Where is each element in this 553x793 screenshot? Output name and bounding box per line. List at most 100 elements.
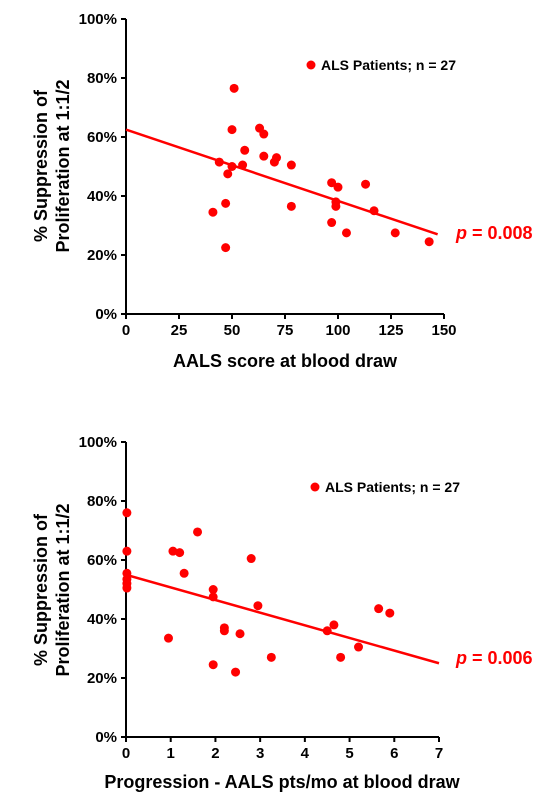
data-point xyxy=(219,626,229,636)
data-point xyxy=(179,568,189,578)
y-axis-label-line1: % Suppression of xyxy=(31,513,51,666)
data-point xyxy=(163,633,173,643)
x-axis-label: Progression - AALS pts/mo at blood draw xyxy=(104,772,460,792)
x-tick-label: 2 xyxy=(211,745,219,762)
trendline xyxy=(125,128,439,236)
y-tick-label: 20% xyxy=(87,247,117,264)
legend-label: ALS Patients; n = 27 xyxy=(321,57,456,73)
legend-marker xyxy=(310,482,320,492)
data-point xyxy=(231,667,241,677)
p-value-text: = 0.006 xyxy=(467,648,533,668)
data-point xyxy=(266,652,276,662)
y-ticks: 0% 20% 40% 60% 80% 100% xyxy=(79,434,126,746)
data-point xyxy=(235,629,245,639)
data-point xyxy=(238,160,248,170)
data-point xyxy=(223,169,233,179)
x-tick-label: 0 xyxy=(122,745,130,762)
p-value-symbol: p xyxy=(455,648,467,668)
y-tick-label: 100% xyxy=(79,11,117,28)
y-tick-label: 0% xyxy=(95,729,117,746)
y-axis-label-line1: % Suppression of xyxy=(31,89,51,242)
y-tick-label: 100% xyxy=(79,434,117,451)
data-point xyxy=(329,620,339,630)
x-tick-label: 3 xyxy=(256,745,264,762)
data-point xyxy=(208,207,218,217)
legend: ALS Patients; n = 27 xyxy=(306,57,456,73)
data-point xyxy=(168,546,178,556)
data-point xyxy=(336,652,346,662)
chart-progression: % Suppression of Proliferation at 1:1/2 … xyxy=(31,434,533,792)
legend-marker xyxy=(306,60,316,70)
data-point xyxy=(354,642,364,652)
data-point xyxy=(341,228,351,238)
x-tick-label: 4 xyxy=(301,745,310,762)
data-point xyxy=(208,592,218,602)
y-axis-label-line2: Proliferation at 1:1/2 xyxy=(53,79,73,252)
data-point xyxy=(272,153,282,163)
y-tick-label: 40% xyxy=(87,611,117,628)
data-point xyxy=(424,237,434,247)
chart-aals-score: % Suppression of Proliferation at 1:1/2 … xyxy=(31,11,533,371)
y-tick-label: 80% xyxy=(87,70,117,87)
y-axis-label: % Suppression of Proliferation at 1:1/2 xyxy=(31,503,73,676)
data-point xyxy=(214,157,224,167)
x-tick-label: 75 xyxy=(277,322,294,339)
data-point xyxy=(227,125,237,135)
data-point xyxy=(122,546,132,556)
data-point xyxy=(259,129,269,139)
data-point xyxy=(286,160,296,170)
x-ticks: 0 25 50 75 100 125 150 xyxy=(122,314,457,339)
y-tick-label: 0% xyxy=(95,306,117,323)
y-axis-label-line2: Proliferation at 1:1/2 xyxy=(53,503,73,676)
y-tick-label: 40% xyxy=(87,188,117,205)
points xyxy=(122,508,395,677)
p-value-text: = 0.008 xyxy=(467,223,533,243)
data-point xyxy=(259,151,269,161)
data-point xyxy=(374,604,384,614)
p-value: p = 0.008 xyxy=(455,223,533,243)
data-point xyxy=(175,548,185,558)
data-point xyxy=(193,527,203,537)
y-tick-label: 20% xyxy=(87,670,117,687)
data-point xyxy=(369,206,379,216)
x-tick-label: 6 xyxy=(390,745,398,762)
data-point xyxy=(331,201,341,211)
data-point xyxy=(385,608,395,618)
x-tick-label: 50 xyxy=(224,322,241,339)
y-tick-label: 60% xyxy=(87,552,117,569)
p-value-symbol: p xyxy=(455,223,467,243)
data-point xyxy=(221,243,231,253)
data-point xyxy=(221,198,231,208)
data-point xyxy=(122,508,132,518)
data-point xyxy=(122,583,132,593)
data-point xyxy=(286,201,296,211)
trendline xyxy=(125,573,440,665)
data-point xyxy=(390,228,400,238)
x-tick-label: 7 xyxy=(435,745,443,762)
data-point xyxy=(229,83,239,93)
y-ticks: 0% 20% 40% 60% 80% 100% xyxy=(79,11,126,323)
data-point xyxy=(246,554,256,564)
legend-label: ALS Patients; n = 27 xyxy=(325,479,460,495)
y-tick-label: 60% xyxy=(87,129,117,146)
x-tick-label: 25 xyxy=(171,322,188,339)
x-tick-label: 100 xyxy=(325,322,350,339)
y-tick-label: 80% xyxy=(87,493,117,510)
data-point xyxy=(327,178,337,188)
points xyxy=(208,83,434,253)
data-point xyxy=(361,179,371,189)
data-point xyxy=(327,218,337,228)
data-point xyxy=(333,182,343,192)
x-tick-label: 125 xyxy=(378,322,403,339)
x-tick-label: 150 xyxy=(431,322,456,339)
y-axis-label: % Suppression of Proliferation at 1:1/2 xyxy=(31,79,73,252)
legend: ALS Patients; n = 27 xyxy=(310,479,460,495)
data-point xyxy=(240,145,250,155)
p-value: p = 0.006 xyxy=(455,648,533,668)
data-point xyxy=(208,660,218,670)
x-tick-label: 1 xyxy=(167,745,175,762)
x-axis-label: AALS score at blood draw xyxy=(173,351,398,371)
data-point xyxy=(227,162,237,171)
x-ticks: 0 1 2 3 4 5 6 7 xyxy=(122,737,443,762)
